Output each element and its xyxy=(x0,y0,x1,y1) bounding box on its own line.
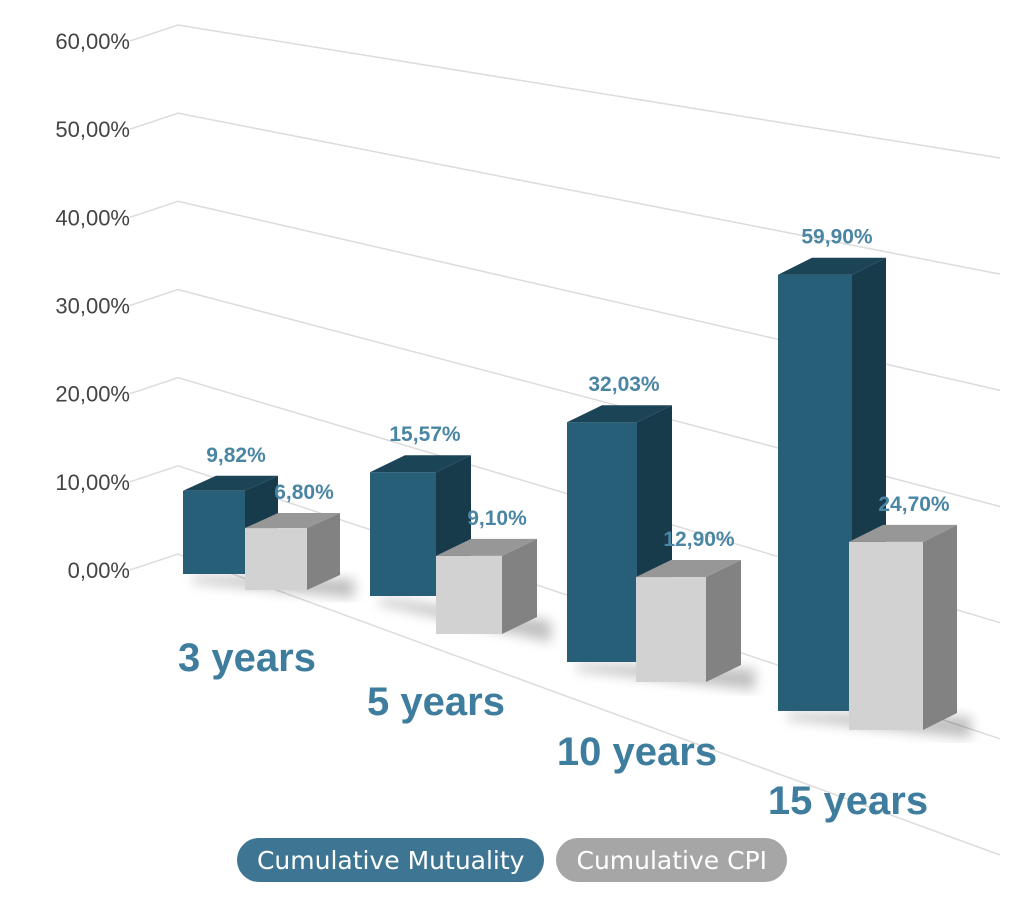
bar-cpi-side xyxy=(706,560,741,682)
data-label-mutuality: 32,03% xyxy=(588,373,660,396)
data-label-cpi: 12,90% xyxy=(663,528,735,551)
bar-cpi-side xyxy=(923,524,957,730)
gridline xyxy=(129,553,1001,856)
category-label: 15 years xyxy=(768,779,928,823)
gridline xyxy=(129,200,1001,392)
category-label: 3 years xyxy=(178,636,316,680)
bar-mutuality xyxy=(370,455,471,596)
y-tick-label: 40,00% xyxy=(55,205,130,230)
bar-mutuality-front xyxy=(567,422,637,662)
bar-mutuality-top xyxy=(183,475,278,491)
bar-cpi-side xyxy=(307,513,340,590)
gridline xyxy=(129,288,1001,508)
bar-mutuality-front xyxy=(778,274,852,711)
bar-cpi-top xyxy=(245,513,340,529)
y-tick-label: 50,00% xyxy=(55,117,130,142)
gridline xyxy=(129,376,1001,624)
gridline xyxy=(129,112,1001,275)
category-label: 10 years xyxy=(557,730,717,774)
bar-cpi-front xyxy=(849,541,923,730)
bar-cpi-front xyxy=(245,528,307,590)
bar-mutuality-top xyxy=(370,455,471,473)
data-label-mutuality: 59,90% xyxy=(801,226,873,249)
y-tick-label: 10,00% xyxy=(55,470,130,495)
bar-cpi-top xyxy=(436,538,537,556)
bar-cpi xyxy=(245,513,340,590)
bar-cpi xyxy=(436,538,537,634)
category-label: 5 years xyxy=(367,680,505,724)
bar-mutuality-top xyxy=(778,257,886,275)
bar-mutuality-front xyxy=(183,490,245,574)
data-label-cpi: 9,10% xyxy=(467,507,527,530)
data-label-cpi: 24,70% xyxy=(878,493,950,516)
data-label-cpi: 6,80% xyxy=(274,481,334,504)
y-tick-label: 0,00% xyxy=(68,558,130,583)
y-tick-label: 30,00% xyxy=(55,294,130,319)
legend-item-cumulative-mutuality: Cumulative Mutuality xyxy=(236,838,545,882)
bar-cpi-top xyxy=(636,560,741,578)
bar-cpi xyxy=(636,560,741,682)
legend-item-cumulative-cpi: Cumulative CPI xyxy=(556,838,788,882)
bar-mutuality-top xyxy=(567,405,672,423)
bar-cpi-top xyxy=(849,524,957,542)
y-tick-label: 60,00% xyxy=(55,29,130,54)
legend: Cumulative Mutuality Cumulative CPI xyxy=(0,838,1024,882)
bar-mutuality-front xyxy=(370,472,436,596)
gridline xyxy=(129,24,1001,159)
bar-cpi-front xyxy=(636,577,706,682)
bar-cpi-side xyxy=(502,538,537,634)
bar-cpi-front xyxy=(436,555,502,634)
y-tick-label: 20,00% xyxy=(55,382,130,407)
data-label-mutuality: 15,57% xyxy=(389,423,461,446)
data-label-mutuality: 9,82% xyxy=(206,444,266,467)
bar-cpi xyxy=(849,524,957,730)
